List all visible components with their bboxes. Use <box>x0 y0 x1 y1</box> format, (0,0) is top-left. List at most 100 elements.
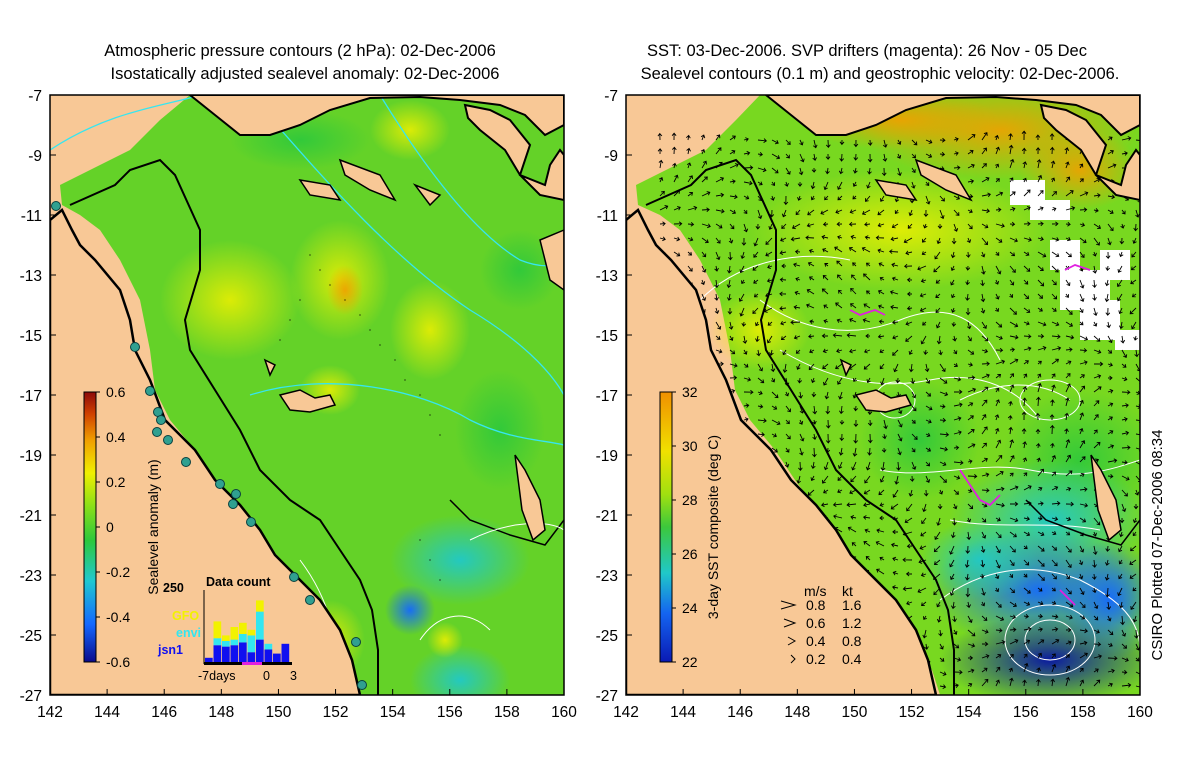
velocity-vector <box>1079 293 1085 302</box>
velocity-vector <box>1065 676 1071 687</box>
velocity-vector <box>919 545 927 550</box>
velocity-vector <box>757 390 763 396</box>
velocity-vector <box>1135 685 1140 688</box>
right-reef-contour <box>1025 499 1140 546</box>
velocity-vector <box>882 153 888 162</box>
velocity-vector <box>939 137 946 143</box>
velocity-vector <box>1051 321 1060 327</box>
velocity-vector <box>1037 639 1045 645</box>
velocity-vector <box>806 303 815 309</box>
velocity-vector <box>1092 587 1097 594</box>
velocity-vector <box>921 601 927 607</box>
velocity-vector <box>714 265 719 272</box>
velocity-vector <box>939 195 945 202</box>
velocity-vector <box>796 363 801 370</box>
velocity-vector <box>890 503 899 510</box>
velocity-vector <box>743 137 749 142</box>
velocity-vector <box>1009 384 1015 393</box>
velocity-vector <box>1023 545 1028 550</box>
velocity-vector <box>882 139 888 148</box>
velocity-vector <box>1065 176 1071 183</box>
velocity-vector <box>965 279 970 286</box>
velocity-vector <box>995 601 1002 608</box>
velocity-vector <box>879 556 885 561</box>
velocity-vector <box>939 684 947 689</box>
velocity-vector <box>832 333 843 338</box>
velocity-vector <box>950 279 955 286</box>
velocity-vector <box>1009 334 1019 340</box>
velocity-vector <box>1010 501 1019 507</box>
velocity-vector <box>729 163 739 169</box>
velocity-vector <box>890 304 899 310</box>
velocity-vector <box>853 153 859 161</box>
velocity-vector <box>837 461 843 469</box>
velocity-vector <box>822 363 829 369</box>
inset-bar-gfo <box>222 635 230 641</box>
velocity-vector <box>908 349 913 355</box>
velocity-vector <box>1092 279 1097 289</box>
velocity-vector <box>1009 265 1016 273</box>
velocity-vector <box>1104 293 1110 303</box>
velocity-vector <box>1009 158 1015 169</box>
velocity-vector <box>753 251 759 258</box>
right-islands-east <box>874 158 973 202</box>
velocity-vector <box>1023 559 1030 566</box>
velocity-vector <box>981 587 986 596</box>
velocity-vector <box>925 461 930 467</box>
right-colorbar-label: 3-day SST composite (deg C) <box>705 435 721 619</box>
velocity-vector <box>1134 349 1139 358</box>
velocity-vector <box>659 190 665 197</box>
right-ytick-label: -11 <box>597 208 618 225</box>
velocity-vector <box>782 349 787 356</box>
velocity-vector <box>882 433 887 440</box>
velocity-vector <box>849 489 857 495</box>
velocity-vector <box>1065 601 1074 608</box>
velocity-vector <box>863 273 871 281</box>
velocity-vector <box>863 489 871 495</box>
velocity-vector <box>906 600 913 606</box>
velocity-legend-arrow <box>780 600 797 610</box>
velocity-vector <box>939 643 944 650</box>
velocity-vector <box>1009 559 1015 567</box>
velocity-vector <box>867 433 873 444</box>
velocity-vector <box>905 321 913 326</box>
velocity-vector <box>995 559 1001 569</box>
velocity-vector <box>995 387 1000 393</box>
velocity-vector <box>1130 601 1137 610</box>
inset-legend-envi: envi <box>176 626 201 640</box>
velocity-vector <box>950 251 956 259</box>
velocity-vector <box>1079 163 1084 169</box>
velocity-vector <box>864 348 871 354</box>
velocity-vector <box>966 321 972 330</box>
velocity-vector <box>781 263 786 269</box>
velocity-vector <box>824 391 830 400</box>
velocity-vector <box>1129 307 1137 315</box>
velocity-vector <box>911 391 917 399</box>
velocity-vector <box>1131 293 1137 298</box>
velocity-vector <box>925 419 932 424</box>
velocity-vector <box>798 391 803 399</box>
velocity-vector <box>715 177 725 183</box>
velocity-vector <box>822 348 829 354</box>
left-colorbar-tick-label: 0.4 <box>106 429 126 445</box>
velocity-vector <box>805 235 815 241</box>
velocity-vector <box>771 167 779 174</box>
velocity-vector <box>1129 559 1137 565</box>
velocity-vector <box>879 349 885 354</box>
velocity-vector <box>953 209 960 216</box>
velocity-vector <box>1121 643 1128 649</box>
velocity-vector <box>889 290 899 295</box>
velocity-vector <box>903 263 913 269</box>
left-papua-landmass <box>188 95 564 137</box>
right-xtick-label: 160 <box>1127 704 1153 721</box>
right-ytick-label: -13 <box>596 268 618 285</box>
inset-bar-jsn1 <box>213 645 222 662</box>
velocity-vector <box>1064 428 1069 435</box>
velocity-vector <box>939 209 945 220</box>
velocity-vector <box>1051 334 1061 339</box>
velocity-vector <box>953 137 959 142</box>
velocity-vector <box>1079 472 1085 477</box>
velocity-vector <box>936 601 941 608</box>
velocity-vector <box>728 237 734 244</box>
velocity-vector <box>727 293 732 301</box>
